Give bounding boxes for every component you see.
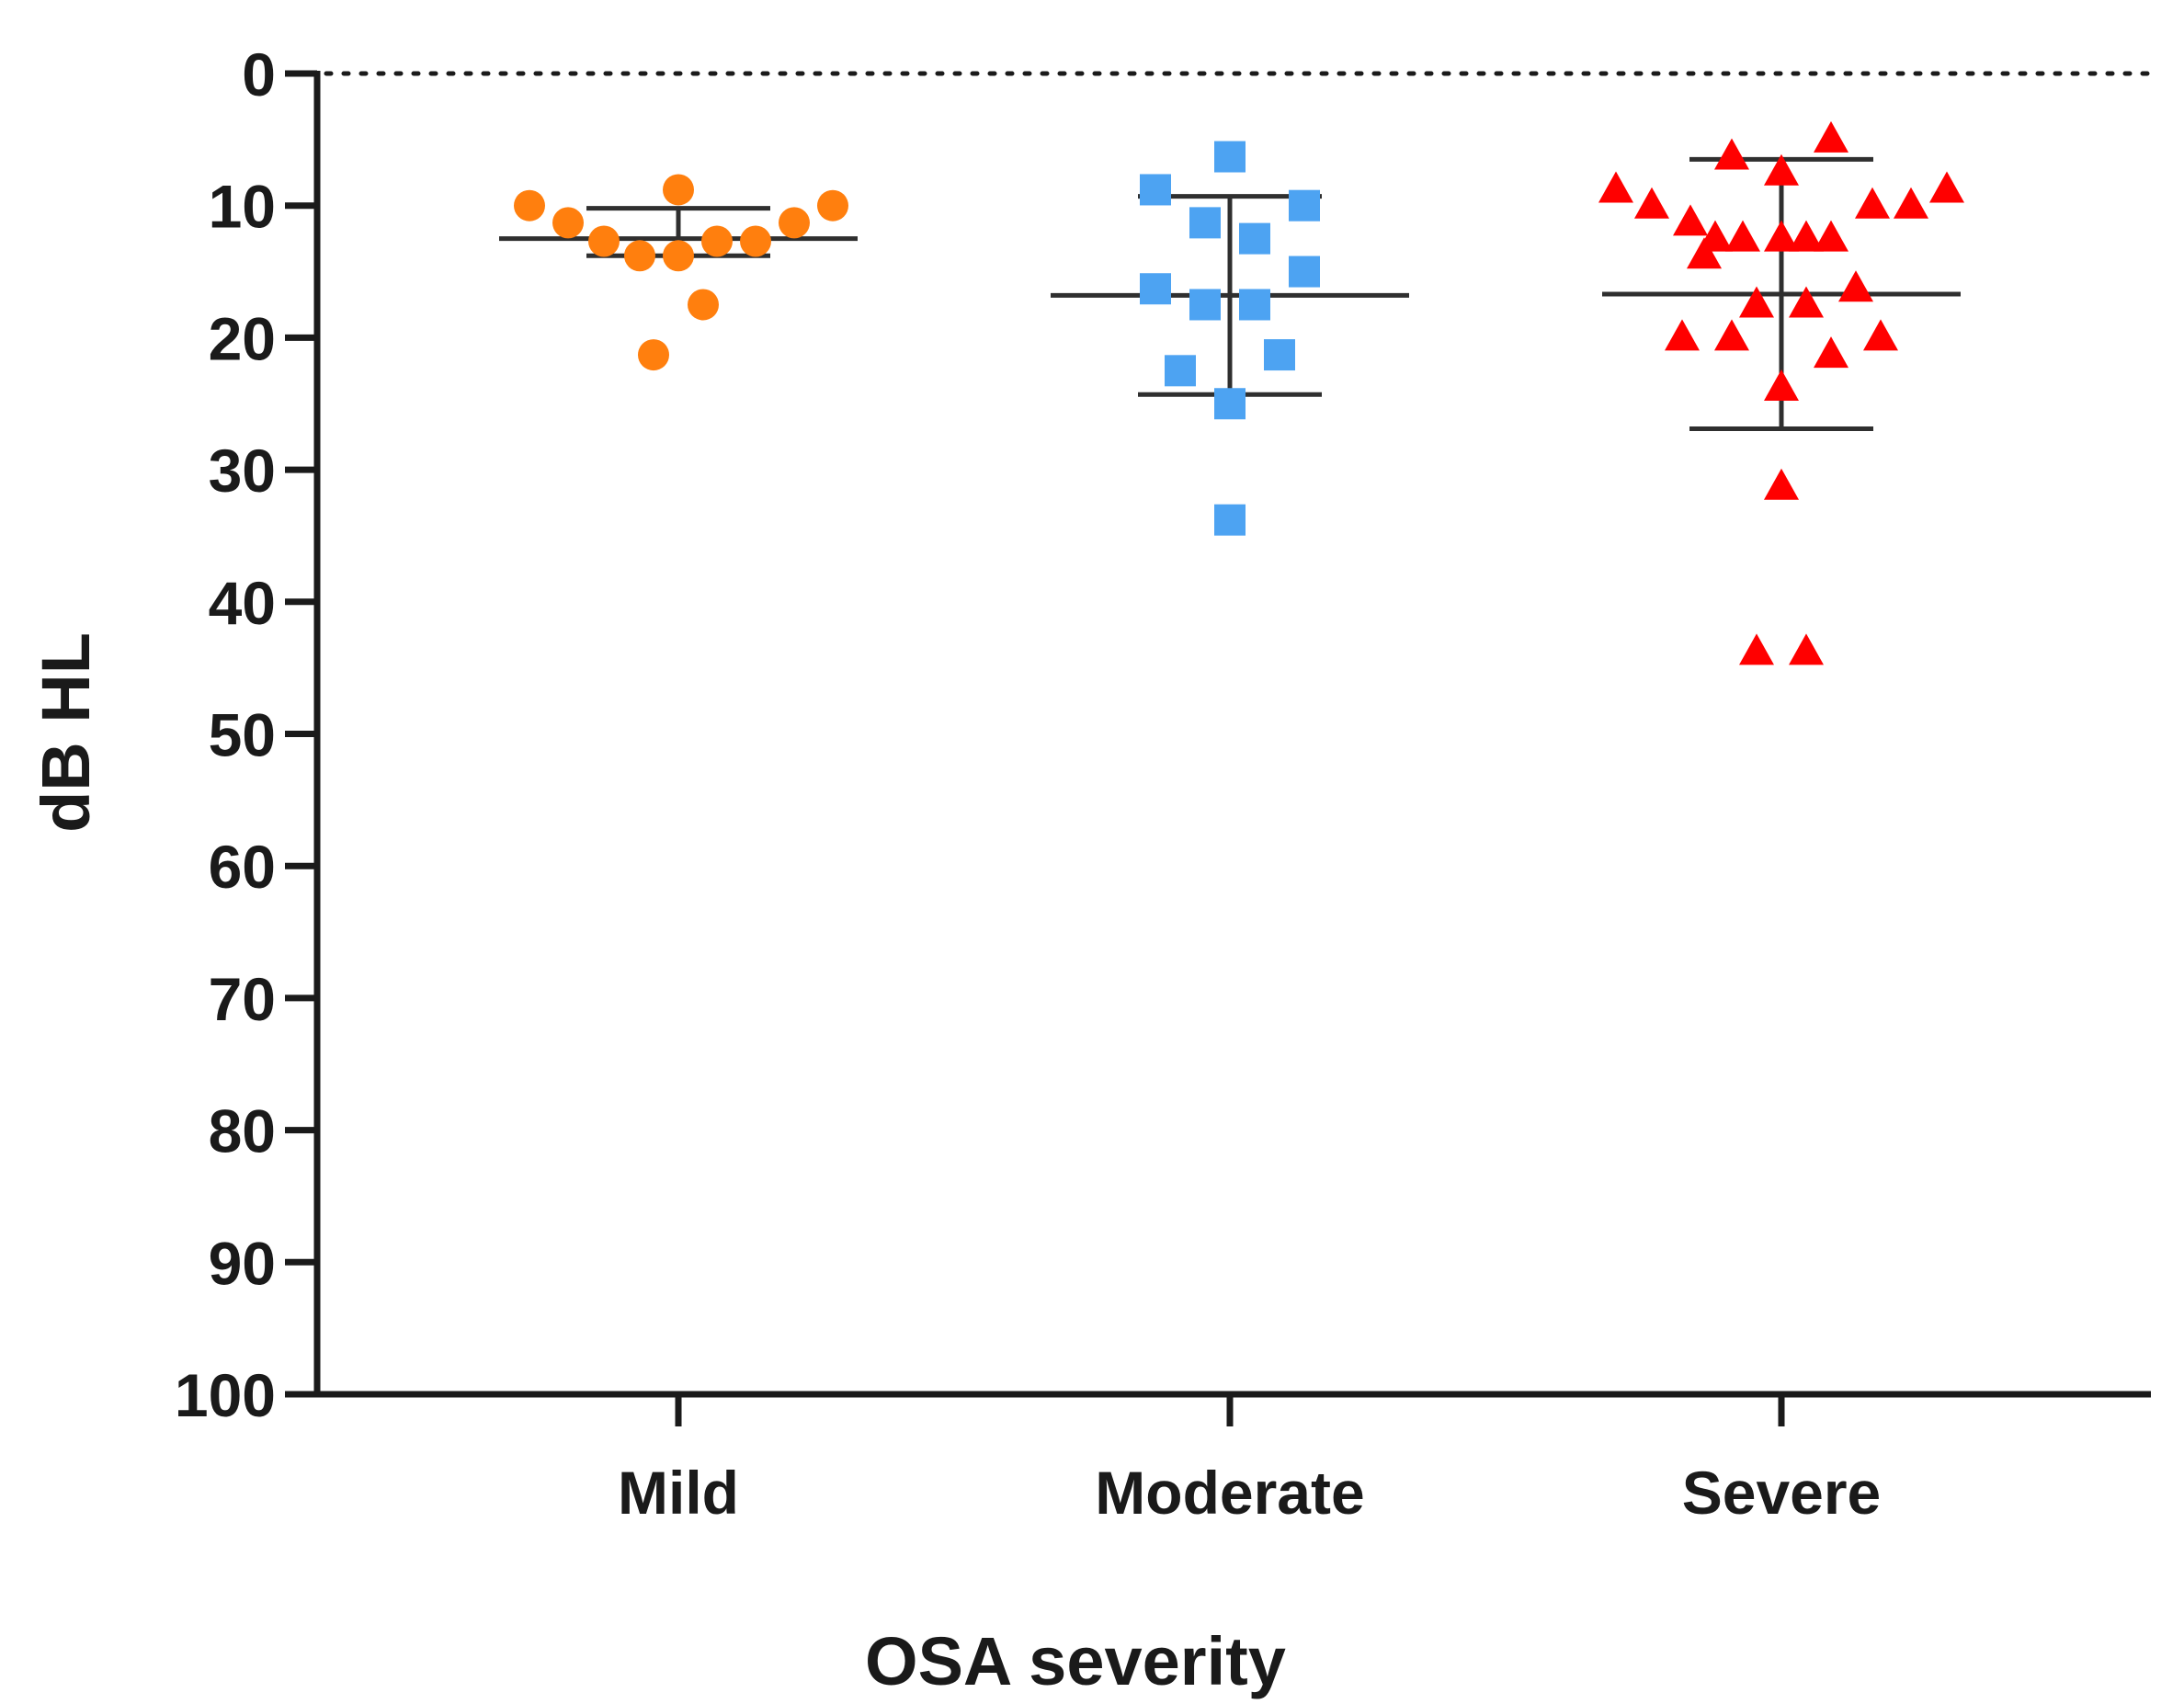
data-point — [1289, 189, 1320, 222]
y-tick-label: 40 — [209, 569, 276, 637]
data-point — [779, 207, 810, 239]
data-point — [1214, 504, 1246, 536]
data-point — [588, 225, 620, 257]
data-point — [1764, 468, 1799, 500]
data-point — [1814, 120, 1848, 153]
data-point — [817, 189, 848, 222]
data-point — [1863, 319, 1898, 351]
x-tick-label: Moderate — [1095, 1459, 1364, 1527]
y-axis-title: dB HL — [28, 632, 104, 833]
data-point — [1140, 273, 1171, 305]
data-point — [663, 240, 694, 272]
data-point — [663, 174, 694, 206]
data-point — [688, 289, 719, 321]
series-mild — [514, 174, 848, 371]
y-tick-label: 100 — [175, 1361, 276, 1429]
data-point — [1634, 187, 1669, 219]
data-point — [1714, 138, 1749, 170]
data-point — [1189, 289, 1221, 321]
data-point — [1189, 207, 1221, 239]
data-point — [1739, 633, 1774, 665]
data-point — [1838, 270, 1873, 302]
data-point — [740, 225, 771, 257]
data-point — [1814, 220, 1848, 252]
data-point — [1764, 153, 1799, 186]
error-bar-moderate — [1051, 194, 1409, 397]
data-point — [1894, 187, 1928, 219]
data-point — [1214, 388, 1246, 420]
data-point — [1214, 141, 1246, 173]
series-moderate — [1140, 141, 1320, 536]
x-tick-label: Mild — [618, 1459, 739, 1527]
data-point — [1855, 187, 1890, 219]
data-point — [514, 189, 545, 222]
data-point — [1673, 204, 1708, 236]
y-tick-label: 80 — [209, 1097, 276, 1165]
data-points — [514, 120, 1964, 665]
axes — [285, 70, 2151, 1426]
data-point — [1929, 171, 1964, 203]
data-point — [1239, 289, 1270, 321]
data-point — [1814, 336, 1848, 369]
data-point — [1714, 319, 1749, 351]
y-tick-label: 30 — [209, 437, 276, 505]
data-point — [1165, 355, 1196, 387]
data-point — [1789, 633, 1824, 665]
data-point — [552, 207, 584, 239]
data-point — [1764, 369, 1799, 402]
data-point — [1665, 319, 1700, 351]
x-axis-title: OSA severity — [865, 1623, 1286, 1699]
tick-labels: 0 10 20 30 40 50 60 70 80 90 100 Mild Moderate Severe — [175, 40, 1881, 1527]
data-point — [1687, 237, 1722, 269]
data-point — [638, 339, 669, 371]
data-point — [1140, 174, 1171, 206]
data-point — [1764, 220, 1799, 252]
data-point — [701, 225, 733, 257]
data-point — [1725, 220, 1760, 252]
x-tick-label: Severe — [1682, 1459, 1882, 1527]
y-tick-label: 70 — [209, 965, 276, 1033]
y-tick-label: 90 — [209, 1229, 276, 1297]
data-point — [624, 240, 655, 272]
y-tick-label: 20 — [209, 304, 276, 372]
y-tick-label: 50 — [209, 701, 276, 769]
data-point — [1239, 222, 1270, 255]
data-point — [1789, 286, 1824, 318]
data-point — [1289, 256, 1320, 288]
y-tick-label: 10 — [209, 173, 276, 241]
y-tick-label: 0 — [242, 40, 276, 108]
y-tick-label: 60 — [209, 833, 276, 901]
series-severe — [1598, 120, 1964, 665]
data-point — [1739, 286, 1774, 318]
data-point — [1264, 339, 1295, 371]
data-point — [1789, 220, 1824, 252]
data-point — [1598, 171, 1633, 203]
